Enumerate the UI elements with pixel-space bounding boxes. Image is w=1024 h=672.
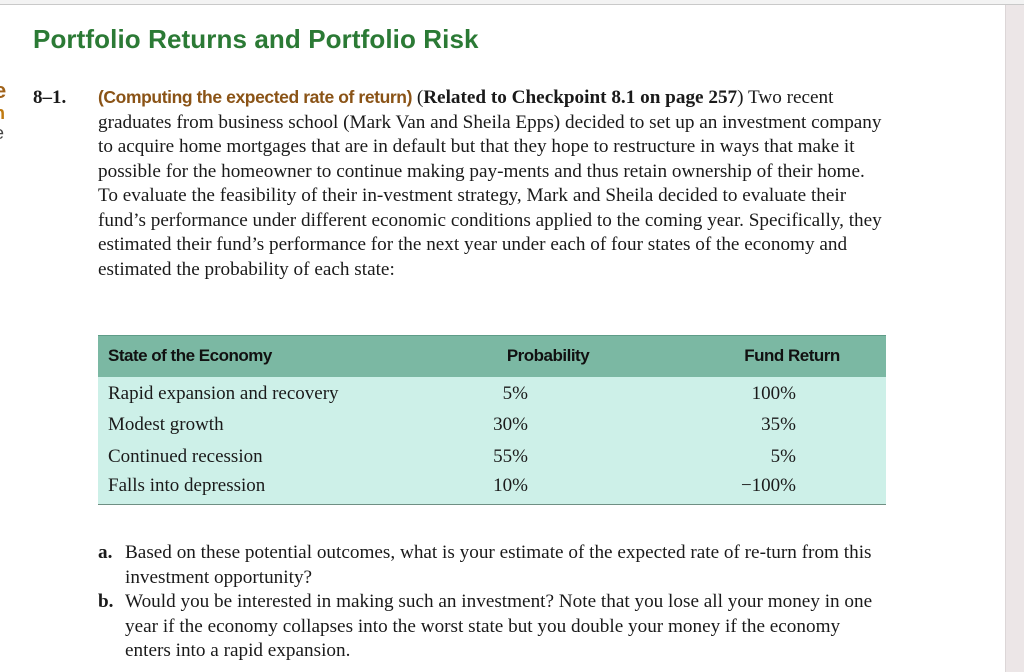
related-open-paren: (: [416, 87, 424, 108]
cell-fund-return: −100%: [740, 475, 796, 497]
question-letter: b.: [98, 591, 114, 612]
cell-fund-return: 35%: [761, 413, 796, 435]
cell-probability: 30%: [493, 413, 528, 435]
cell-state: Continued recession: [108, 445, 263, 467]
header-fund-return: Fund Return: [744, 346, 840, 366]
top-border: [0, 0, 1024, 5]
checkpoint-reference: Related to Checkpoint 8.1 on page 257: [423, 87, 738, 108]
question-text: Would you be interested in making such a…: [125, 591, 873, 661]
problem-number: 8–1.: [33, 87, 67, 108]
cell-probability: 5%: [502, 383, 528, 404]
problem-text: Two recent graduates from business schoo…: [98, 87, 882, 280]
question-b: b. Would you be interested in making suc…: [98, 590, 888, 664]
sub-questions: a. Based on these potential outcomes, wh…: [98, 541, 888, 664]
cell-state: Modest growth: [108, 413, 224, 435]
page-gutter: [1005, 5, 1024, 672]
problem-topic: (Computing the expected rate of return): [98, 87, 413, 107]
section-title: Portfolio Returns and Portfolio Risk: [33, 24, 479, 54]
cell-fund-return: 5%: [770, 445, 796, 467]
problem-statement: (Computing the expected rate of return) …: [98, 85, 888, 282]
edge-fragment: e: [0, 78, 7, 103]
table-row: Falls into depression 10% −100%: [98, 472, 886, 505]
related-close-paren: ): [737, 87, 744, 108]
cell-fund-return: 100%: [751, 383, 796, 404]
cell-state: Rapid expansion and recovery: [108, 383, 339, 404]
header-state: State of the Economy: [108, 346, 272, 366]
cell-probability: 55%: [493, 445, 528, 467]
header-probability: Probability: [506, 346, 590, 366]
table-header-row: State of the Economy Probability Fund Re…: [98, 335, 886, 377]
cell-state: Falls into depression: [108, 475, 266, 497]
question-text: Based on these potential outcomes, what …: [125, 542, 872, 588]
table-row: Modest growth 30% 35%: [98, 408, 886, 441]
economy-returns-table: State of the Economy Probability Fund Re…: [98, 335, 886, 505]
question-a: a. Based on these potential outcomes, wh…: [98, 541, 888, 590]
question-letter: a.: [98, 542, 113, 563]
cell-probability: 10%: [493, 475, 528, 497]
table-row: Continued recession 55% 5%: [98, 440, 886, 473]
table-row: Rapid expansion and recovery 5% 100%: [98, 376, 886, 409]
edge-fragment: e: [0, 124, 4, 142]
edge-fragment: n: [0, 104, 5, 122]
